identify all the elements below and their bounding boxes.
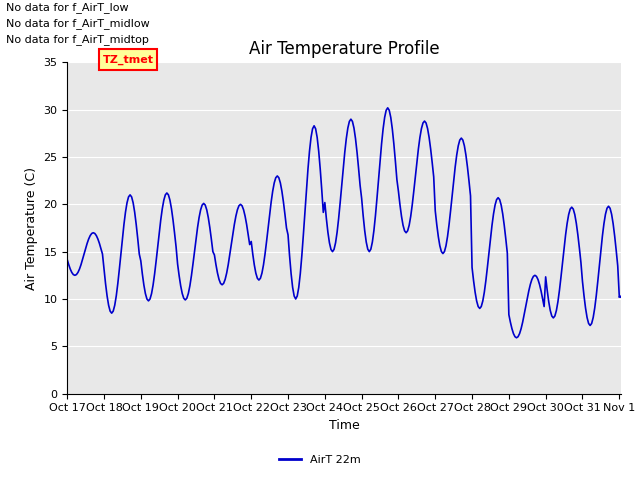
Text: No data for f_AirT_low: No data for f_AirT_low (6, 2, 129, 13)
X-axis label: Time: Time (328, 419, 360, 432)
Title: Air Temperature Profile: Air Temperature Profile (249, 40, 439, 58)
Text: TZ_tmet: TZ_tmet (102, 54, 154, 65)
FancyBboxPatch shape (99, 49, 157, 70)
Text: No data for f_AirT_midtop: No data for f_AirT_midtop (6, 34, 149, 45)
Legend: AirT 22m: AirT 22m (275, 451, 365, 469)
Text: No data for f_AirT_midlow: No data for f_AirT_midlow (6, 18, 150, 29)
Y-axis label: Air Temperature (C): Air Temperature (C) (25, 167, 38, 289)
